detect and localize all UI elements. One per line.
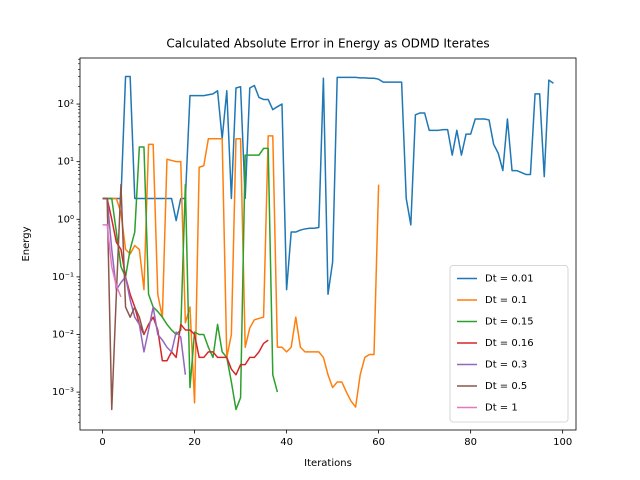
legend-label: Dt = 0.15 xyxy=(485,317,534,328)
plot-frame xyxy=(79,57,577,431)
y-tick-label: 10⁻² xyxy=(52,330,74,341)
y-tick-label: 10⁰ xyxy=(57,214,74,225)
x-tick-label: 0 xyxy=(99,437,105,448)
x-tick-label: 20 xyxy=(188,437,201,448)
legend-label: Dt = 1 xyxy=(485,403,518,414)
x-axis-label: Iterations xyxy=(304,458,352,469)
y-axis-label: Energy xyxy=(21,226,32,261)
x-tick-label: 60 xyxy=(372,437,385,448)
series-line xyxy=(102,135,380,408)
series-line xyxy=(102,197,269,376)
x-tick-label: 40 xyxy=(280,437,293,448)
legend-label: Dt = 0.1 xyxy=(485,295,527,306)
y-tick-label: 10² xyxy=(57,99,74,110)
legend-label: Dt = 0.5 xyxy=(485,381,527,392)
legend-label: Dt = 0.16 xyxy=(485,338,534,349)
y-tick-label: 10⁻¹ xyxy=(52,272,74,283)
series-line xyxy=(102,224,122,298)
y-tick-label: 10⁻³ xyxy=(52,387,74,398)
series-line xyxy=(102,75,554,295)
x-tick-label: 80 xyxy=(464,437,477,448)
legend-label: Dt = 0.3 xyxy=(485,360,527,371)
legend-label: Dt = 0.01 xyxy=(485,274,534,285)
x-tick-label: 100 xyxy=(553,437,572,448)
series-line xyxy=(102,183,145,411)
y-tick-label: 10¹ xyxy=(57,157,74,168)
chart-title: Calculated Absolute Error in Energy as O… xyxy=(166,37,489,51)
series-line xyxy=(102,146,279,411)
legend-box xyxy=(449,265,569,423)
